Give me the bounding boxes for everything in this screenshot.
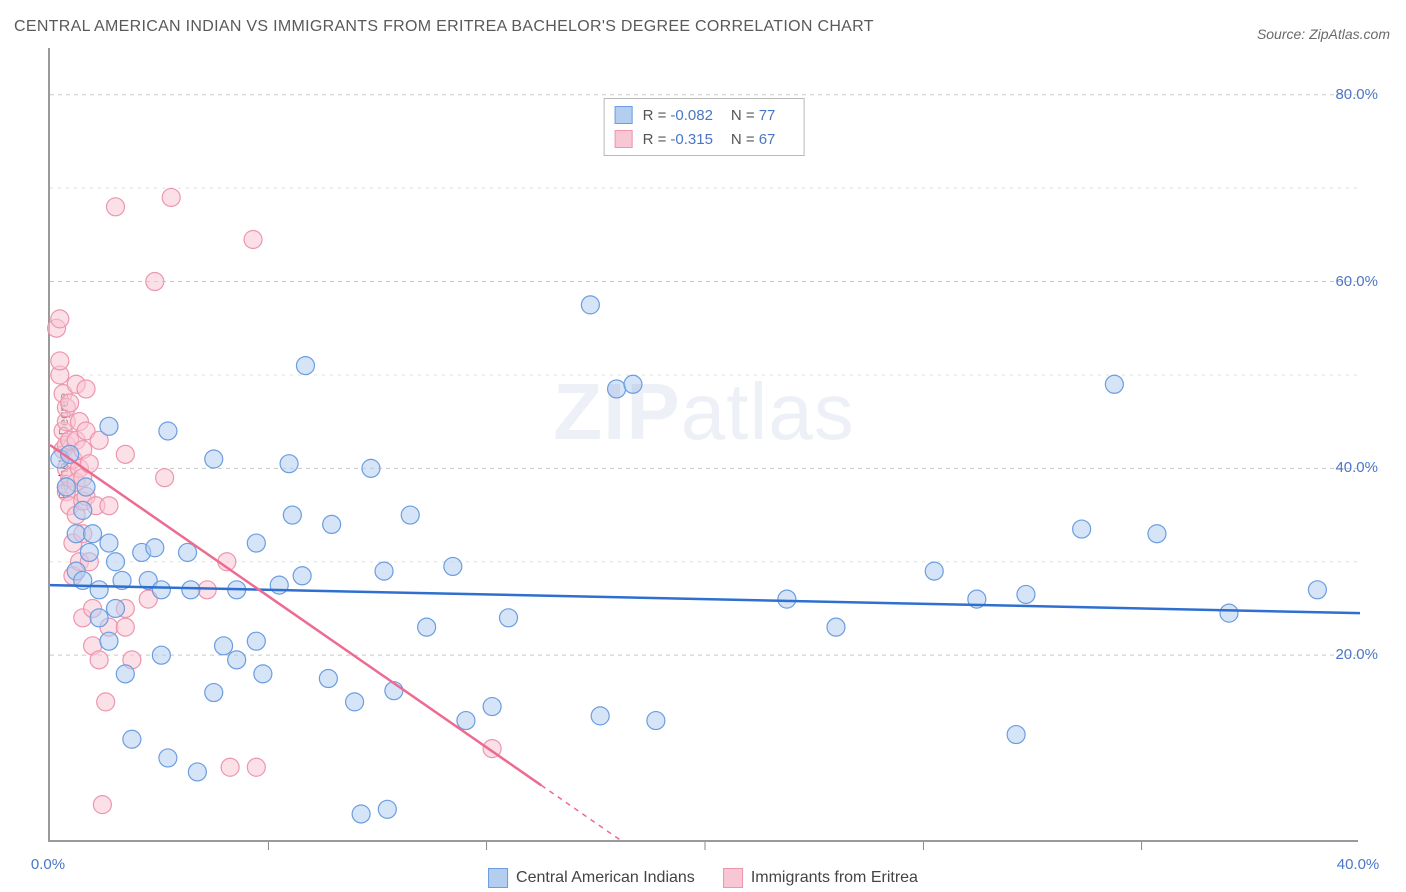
series-legend: Central American Indians Immigrants from… bbox=[488, 868, 918, 888]
y-tick-label: 20.0% bbox=[1335, 646, 1378, 663]
r-value: -0.315 bbox=[670, 131, 713, 148]
n-value: 67 bbox=[759, 131, 776, 148]
source-label: Source: ZipAtlas.com bbox=[1257, 26, 1390, 42]
r-label: R = bbox=[643, 131, 667, 148]
legend-row-series1: R = -0.082 N = 77 bbox=[615, 103, 794, 127]
legend-swatch-icon bbox=[615, 130, 633, 148]
x-tick-label: 40.0% bbox=[1337, 856, 1380, 873]
r-label: R = bbox=[643, 107, 667, 124]
n-label: N = bbox=[731, 107, 755, 124]
legend-swatch-icon bbox=[723, 868, 743, 888]
y-tick-label: 60.0% bbox=[1335, 273, 1378, 290]
r-value: -0.082 bbox=[670, 107, 713, 124]
n-value: 77 bbox=[759, 107, 776, 124]
legend-item-series1: Central American Indians bbox=[488, 868, 695, 888]
chart-title: CENTRAL AMERICAN INDIAN VS IMMIGRANTS FR… bbox=[14, 18, 874, 36]
legend-label: Immigrants from Eritrea bbox=[751, 869, 918, 887]
legend-item-series2: Immigrants from Eritrea bbox=[723, 868, 918, 888]
n-label: N = bbox=[731, 131, 755, 148]
plot-area: ZIPatlas R = -0.082 N = 77 R = -0.315 N … bbox=[48, 48, 1358, 842]
legend-swatch-icon bbox=[488, 868, 508, 888]
y-tick-label: 40.0% bbox=[1335, 459, 1378, 476]
y-tick-label: 80.0% bbox=[1335, 86, 1378, 103]
x-tick-label: 0.0% bbox=[31, 856, 65, 873]
legend-label: Central American Indians bbox=[516, 869, 695, 887]
correlation-legend: R = -0.082 N = 77 R = -0.315 N = 67 bbox=[604, 98, 805, 156]
legend-swatch-icon bbox=[615, 106, 633, 124]
scatter-svg bbox=[50, 48, 1358, 840]
legend-row-series2: R = -0.315 N = 67 bbox=[615, 127, 794, 151]
